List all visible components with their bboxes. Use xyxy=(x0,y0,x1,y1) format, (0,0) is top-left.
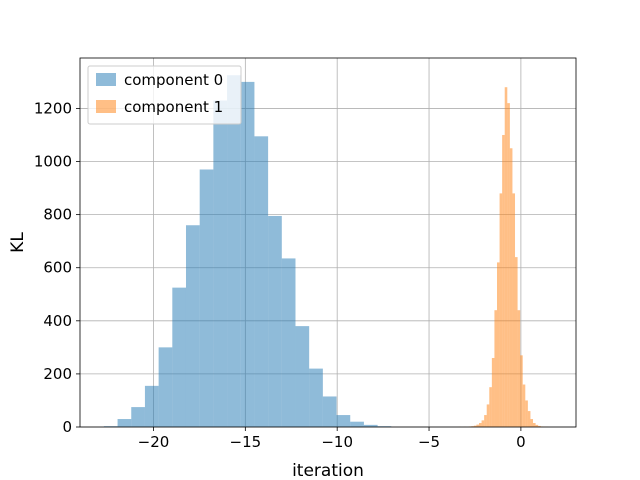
axis-ticks: −20 −15 −10 −5 0 0 200 400 600 800 1000 1200 xyxy=(34,99,526,451)
histogram-bar-component-1 xyxy=(515,257,518,427)
histogram-bar-component-1 xyxy=(538,425,541,427)
histogram-bars xyxy=(103,75,549,428)
x-tick-label: −15 xyxy=(230,433,262,451)
histogram-bar-component-1 xyxy=(481,420,485,427)
y-tick-label: 800 xyxy=(43,206,72,224)
histogram-bar-component-1 xyxy=(497,262,500,427)
histogram-bar-component-1 xyxy=(535,424,539,427)
y-tick-label: 1200 xyxy=(34,99,72,117)
legend-label-component-1: component 1 xyxy=(124,98,223,116)
histogram-bar-component-1 xyxy=(530,419,534,427)
histogram-bar-component-0 xyxy=(227,75,241,427)
histogram-bar-component-0 xyxy=(144,385,159,427)
histogram-bar-component-0 xyxy=(117,419,132,427)
histogram-bar-component-0 xyxy=(322,396,337,427)
histogram-bar-component-0 xyxy=(281,258,296,427)
x-tick-label: 0 xyxy=(516,433,526,451)
histogram-bar-component-0 xyxy=(172,287,186,427)
histogram-bar-component-0 xyxy=(295,326,310,427)
histogram-bar-component-1 xyxy=(479,423,482,427)
histogram-bar-component-1 xyxy=(486,404,490,427)
y-tick-label: 200 xyxy=(43,365,72,383)
histogram-bar-component-1 xyxy=(525,400,528,427)
histogram-bar-component-1 xyxy=(533,423,536,427)
histogram-bar-component-0 xyxy=(309,368,323,427)
histogram-bar-component-0 xyxy=(199,169,214,427)
histogram-bar-component-0 xyxy=(268,215,282,427)
histogram-bar-component-0 xyxy=(213,100,228,427)
histogram-bar-component-0 xyxy=(350,421,364,427)
plot-frame xyxy=(79,57,577,428)
histogram-bar-component-0 xyxy=(131,407,145,427)
y-tick-label: 400 xyxy=(43,312,72,330)
histogram-bar-component-1 xyxy=(502,134,505,428)
legend-swatch-component-0 xyxy=(96,73,116,86)
histogram-bar-component-1 xyxy=(499,193,503,427)
histogram-bar-component-1 xyxy=(507,103,510,428)
histogram-bar-component-1 xyxy=(473,425,477,427)
histogram-bar-component-0 xyxy=(158,347,173,427)
histogram-bar-component-1 xyxy=(491,357,495,427)
legend: component 0 component 1 xyxy=(87,65,242,125)
histogram-bar-component-0 xyxy=(254,136,269,428)
legend-swatch-component-1 xyxy=(96,100,116,113)
histogram-bar-component-1 xyxy=(527,411,531,427)
histogram-bar-component-1 xyxy=(512,193,516,427)
histogram-bar-component-0 xyxy=(336,415,351,427)
histogram-bar-component-1 xyxy=(489,387,492,427)
legend-box xyxy=(87,65,242,125)
legend-label-component-0: component 0 xyxy=(124,71,223,89)
histogram-bar-component-1 xyxy=(520,355,523,427)
histogram-bar-component-1 xyxy=(494,310,498,427)
x-tick-label: −5 xyxy=(418,433,440,451)
histogram-bar-component-1 xyxy=(517,310,521,427)
histogram-bar-component-0 xyxy=(185,225,200,427)
histogram-bar-component-1 xyxy=(509,148,513,428)
histogram-bar-component-1 xyxy=(504,87,508,427)
x-axis-label: iteration xyxy=(292,461,364,480)
y-axis-label: KL xyxy=(8,232,28,253)
y-tick-label: 0 xyxy=(62,418,72,436)
histogram-bar-component-0 xyxy=(363,424,378,427)
y-tick-label: 1000 xyxy=(34,153,72,171)
histogram-bar-component-1 xyxy=(522,384,526,427)
x-tick-label: −10 xyxy=(321,433,353,451)
histogram-bar-component-1 xyxy=(476,424,480,427)
histogram-bar-component-0 xyxy=(240,81,255,427)
y-tick-label: 600 xyxy=(43,259,72,277)
histogram-bar-component-1 xyxy=(484,415,487,427)
x-tick-label: −20 xyxy=(138,433,170,451)
